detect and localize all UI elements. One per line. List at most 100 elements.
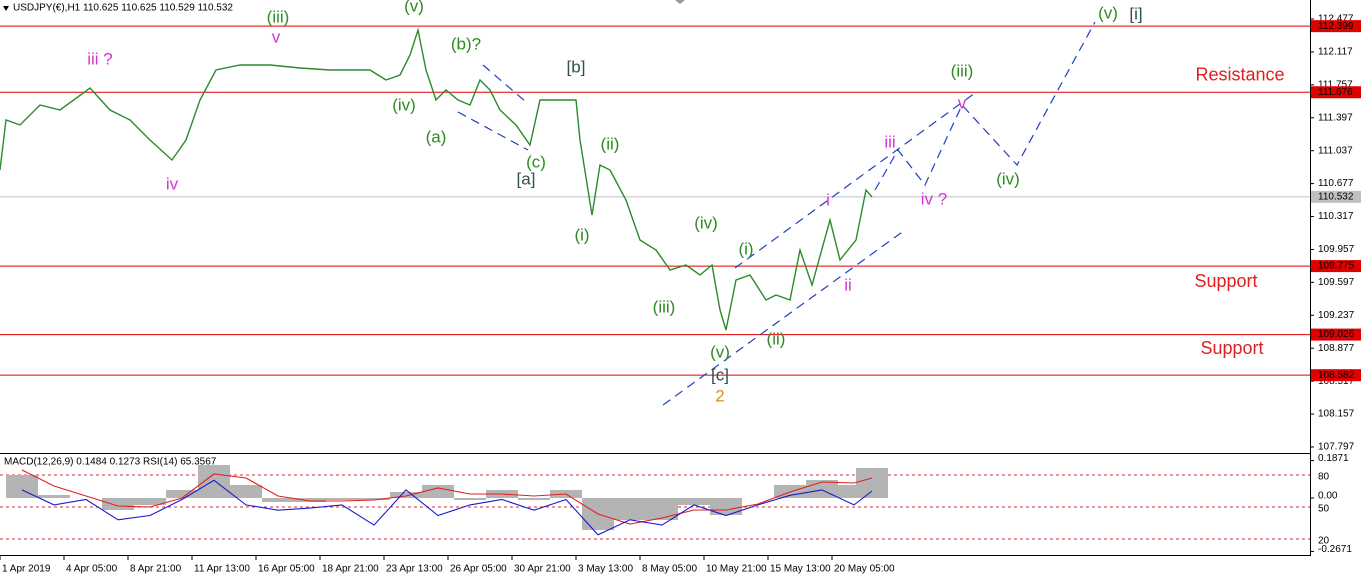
macd-bar bbox=[38, 495, 70, 498]
price-level-label: 110.532 bbox=[1318, 192, 1354, 203]
layers bbox=[0, 25, 1310, 540]
price-line bbox=[0, 27, 873, 331]
trend-line bbox=[457, 111, 529, 151]
y-tick-label: 80 bbox=[1318, 472, 1330, 483]
y-tick-label: 109.237 bbox=[1318, 310, 1355, 321]
x-tick-label: 20 May 05:00 bbox=[834, 564, 895, 575]
x-tick-label: 3 May 13:00 bbox=[578, 564, 633, 575]
x-tick-label: 23 Apr 13:00 bbox=[386, 564, 443, 575]
y-tick-label: 110.317 bbox=[1318, 211, 1354, 222]
wave-label: v bbox=[272, 28, 281, 47]
macd-bar bbox=[856, 468, 888, 498]
wave-label: 2 bbox=[715, 386, 724, 405]
y-tick-label: 108.517 bbox=[1318, 376, 1355, 387]
wave-label: Resistance bbox=[1195, 65, 1284, 85]
menu-triangle bbox=[3, 6, 9, 11]
y2-tick-label: -0.2671 bbox=[1318, 544, 1352, 555]
wave-label: (c) bbox=[526, 153, 546, 172]
y-tick-label: 109.957 bbox=[1318, 244, 1355, 255]
wave-label: [c] bbox=[711, 365, 729, 384]
price-level-label: 109.026 bbox=[1318, 329, 1355, 340]
macd-bar bbox=[422, 485, 454, 498]
x-tick-label: 1 Apr 2019 bbox=[2, 564, 51, 575]
y-tick-label: 111.037 bbox=[1318, 145, 1353, 156]
y-tick-label: 20 bbox=[1318, 536, 1330, 547]
y-tick-label: 111.397 bbox=[1318, 112, 1353, 123]
channel-lower bbox=[662, 229, 906, 406]
x-tick-label: 8 May 05:00 bbox=[642, 564, 697, 575]
macd-bar bbox=[102, 498, 134, 510]
y-tick-label: 110.677 bbox=[1318, 178, 1354, 189]
price-level-box bbox=[1311, 20, 1361, 33]
macd-bar bbox=[454, 498, 486, 500]
macd-bar bbox=[390, 492, 422, 498]
x-tick-label: 4 Apr 05:00 bbox=[66, 564, 118, 575]
x-tick-label: 15 May 13:00 bbox=[770, 564, 831, 575]
y-tick-label: 112.117 bbox=[1318, 47, 1353, 58]
indicator-title: MACD(12,26,9) 0.1484 0.1273 RSI(14) 65.3… bbox=[4, 457, 217, 468]
macd-bar bbox=[6, 475, 38, 498]
wave-label: iii bbox=[884, 132, 895, 151]
shift-marker bbox=[675, 0, 685, 4]
macd-bar bbox=[358, 498, 390, 500]
wave-label: Support bbox=[1200, 338, 1263, 358]
wave-label: [b] bbox=[567, 58, 586, 77]
wave-label: iii ? bbox=[87, 49, 113, 68]
macd-bar bbox=[678, 498, 710, 505]
macd-bar bbox=[262, 498, 294, 502]
wave-label: (iv) bbox=[694, 214, 718, 233]
macd-signal-line bbox=[21, 469, 873, 525]
y-tick-label: 108.157 bbox=[1318, 409, 1355, 420]
x-tick-label: 11 Apr 13:00 bbox=[194, 564, 250, 575]
wave-label: ii bbox=[844, 276, 852, 295]
price-level-box bbox=[1311, 86, 1361, 99]
trend-line bbox=[482, 64, 527, 103]
wave-label: (iv) bbox=[996, 170, 1020, 189]
macd-bar bbox=[166, 490, 198, 498]
wave-label: iv ? bbox=[921, 189, 947, 208]
projection-path bbox=[874, 21, 1096, 191]
price-level-box bbox=[1311, 260, 1361, 273]
x-tick-label: 30 Apr 21:00 bbox=[514, 564, 571, 575]
price-level-box bbox=[1311, 328, 1361, 341]
wave-label: i bbox=[826, 190, 830, 209]
macd-bar bbox=[710, 498, 742, 515]
wave-label: (b)? bbox=[451, 34, 481, 53]
macd-bar bbox=[614, 498, 646, 520]
y2-tick-label: 0.1871 bbox=[1318, 453, 1349, 464]
y-tick-label: 50 bbox=[1318, 504, 1330, 515]
wave-label: (v) bbox=[1098, 3, 1118, 22]
wave-label: (v) bbox=[710, 342, 730, 361]
price-level-label: 109.775 bbox=[1318, 261, 1355, 272]
macd-bar bbox=[518, 498, 550, 500]
macd-bar bbox=[326, 498, 358, 500]
price-level-label: 111.676 bbox=[1318, 87, 1353, 98]
wave-label: (iii) bbox=[951, 62, 974, 81]
y-tick-label: 111.757 bbox=[1318, 79, 1353, 90]
wave-label: iv bbox=[166, 174, 179, 193]
y-tick-label: 108.877 bbox=[1318, 343, 1355, 354]
y-tick-label: 109.597 bbox=[1318, 277, 1355, 288]
rsi-line bbox=[21, 479, 873, 536]
wave-label: (i) bbox=[574, 225, 589, 244]
wave-label: Support bbox=[1194, 271, 1257, 291]
macd-bar bbox=[198, 465, 230, 498]
price-level-box bbox=[1311, 369, 1361, 382]
wave-label: (ii) bbox=[601, 135, 620, 154]
wave-label: (iii) bbox=[653, 297, 676, 316]
x-tick-label: 10 May 21:00 bbox=[706, 564, 767, 575]
wave-label: (iii) bbox=[267, 7, 290, 26]
macd-bar bbox=[646, 498, 678, 520]
x-tick-label: 8 Apr 21:00 bbox=[130, 564, 182, 575]
macd-bar bbox=[230, 485, 262, 498]
wave-label: v bbox=[958, 93, 967, 112]
price-level-box bbox=[1311, 190, 1361, 203]
channel-upper bbox=[734, 92, 976, 269]
wave-label: (i) bbox=[738, 239, 753, 258]
wave-label: (iv) bbox=[392, 95, 416, 114]
macd-bar bbox=[134, 498, 166, 505]
y-tick-label: 112.477 bbox=[1318, 14, 1354, 25]
price-level-label: 112.399 bbox=[1318, 21, 1354, 32]
wave-label: [a] bbox=[517, 170, 536, 189]
